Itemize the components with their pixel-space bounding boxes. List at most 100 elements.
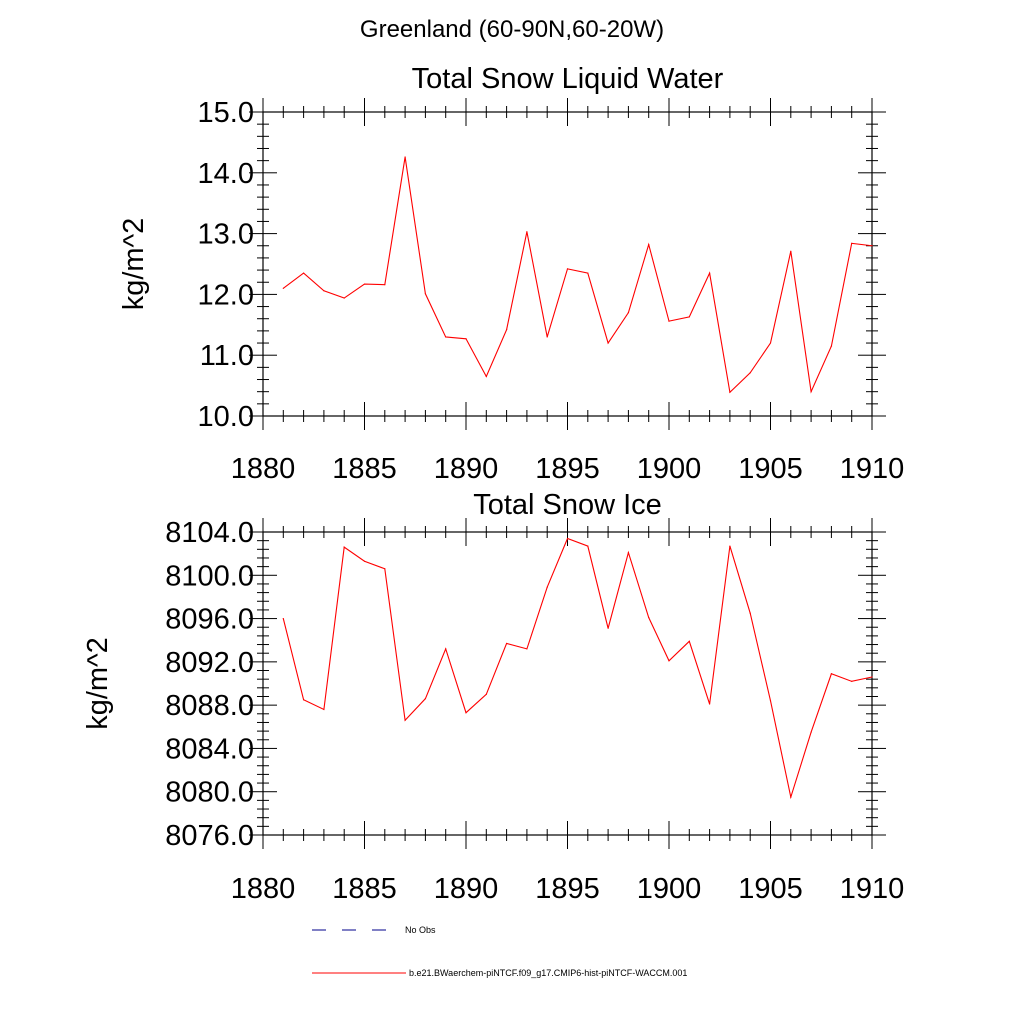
panel1-data-point [526,231,528,233]
panel1-data-point [587,272,589,274]
panel1-xtick-label: 1885 [332,453,397,485]
panel1-xtick-label: 1900 [637,453,702,485]
panel2-data-point [465,712,467,714]
panel1-data-point [769,342,772,344]
panel2-xtick-label: 1895 [535,873,600,905]
panel1-data-point [810,391,812,393]
panel1-data-point [445,336,447,338]
panel2-ytick-label: 8096.0 [165,604,254,636]
panel1-ytick-label: 15.0 [198,97,254,129]
panel2-data-point [668,660,670,662]
panel2-data-point [282,617,284,620]
panel2-data-point [343,546,345,548]
panel2-data-point [445,648,447,650]
panel2-ytick-label: 8084.0 [165,733,254,765]
panel1-data-point [566,268,569,270]
panel1-data-point [729,391,731,393]
panel1-data-point [648,243,650,246]
panel2-data-point [303,699,305,701]
panel2-xtick-label: 1890 [434,873,499,905]
panel2-data-point [749,612,751,614]
panel2-data-point [506,642,508,645]
panel2-data-point [424,698,426,700]
panel1-xtick-label: 1895 [535,453,600,485]
panel2-ytick-label: 8088.0 [165,690,254,722]
panel2-data-point [851,680,853,682]
panel1-data-point [303,272,305,274]
panel1-xtick-label: 1890 [434,453,499,485]
panel2-data-point [363,560,366,562]
panel2-data-point [404,719,406,721]
panel2-xtick-label: 1885 [332,873,397,905]
figure-suptitle: Greenland (60-90N,60-20W) [359,16,665,43]
panel2-ytick-label: 8100.0 [165,560,254,592]
panel1-data-point [485,375,487,378]
panel2-data-point [607,627,609,629]
panel2-data-point [790,796,792,798]
panel1-data-point [343,297,345,299]
panel1-data-point [506,329,508,331]
panel1-data-point [668,320,670,322]
panel1-ylabel: kg/m^2 [118,218,150,311]
panel1-data-point [607,342,609,344]
panel2-data-point [871,676,873,678]
panel2-data-point [546,586,548,588]
panel1-data-point [363,283,366,285]
panel1-ytick-label: 14.0 [198,158,254,190]
panel2-data-point [648,616,650,619]
panel2-ytick-label: 8104.0 [165,517,254,549]
panel1-ytick-label: 12.0 [198,279,254,311]
panel2-data-point [627,551,630,554]
panel2-data-point [769,700,772,702]
panel1-data-point [465,338,467,340]
panel2-data-point [485,693,487,695]
panel2-data-point [384,568,386,570]
panel2-data-point [566,537,569,540]
panel2-xtick-label: 1910 [840,873,905,905]
panel2-series-line [282,537,873,800]
panel1-data-point [871,245,873,247]
panel2-data-point [729,545,731,547]
panel1-xtick-label: 1910 [840,453,905,485]
panel1-title: Total Snow Liquid Water [412,63,724,95]
panel2-data-point [688,640,690,642]
panel2-data-point [587,545,589,547]
panel1-data-point [830,345,833,347]
panel2-xtick-label: 1905 [738,873,803,905]
panel1-xtick-label: 1880 [231,453,296,485]
panel1-series-line [282,156,873,394]
panel1-ytick-label: 11.0 [200,340,254,372]
panel1-data-point [688,316,690,318]
panel1-plot-frame [262,111,873,417]
panel1-data-point [627,312,630,314]
panel1-data-point [384,284,386,286]
panel1-data-point [709,272,711,274]
panel1-data-point [282,287,284,289]
panel2-xtick-label: 1880 [231,873,296,905]
panel2-ylabel: kg/m^2 [82,637,114,730]
legend-label-2: b.e21.BWaerchem-piNTCF.f09_g17.CMIP6-his… [409,968,687,978]
panel2-ytick-label: 8080.0 [165,777,254,809]
panel2-data-point [526,648,528,650]
panel1-data-point [404,156,406,158]
panel1-data-point [424,293,426,295]
panel2-data-point [810,731,812,733]
panel2-data-point [830,673,833,675]
panel1-data-point [749,372,751,374]
legend-label-1: No Obs [405,925,436,935]
panel2-ytick-label: 8092.0 [165,647,254,679]
panel1-data-point [323,290,325,292]
panel2-plot-frame [262,531,873,836]
panel2-data-point [709,703,711,705]
panel2-ytick-label: 8076.0 [165,820,254,852]
panel1-data-point [851,242,853,244]
panel1-ytick-label: 10.0 [198,401,254,433]
panel2-xtick-label: 1900 [637,873,702,905]
panel1-ytick-label: 13.0 [198,219,254,251]
panel2-data-point [323,708,325,711]
panel1-data-point [790,250,792,252]
panel1-xtick-label: 1905 [738,453,803,485]
panel1-data-point [546,336,548,338]
panel2-title: Total Snow Ice [473,489,662,521]
